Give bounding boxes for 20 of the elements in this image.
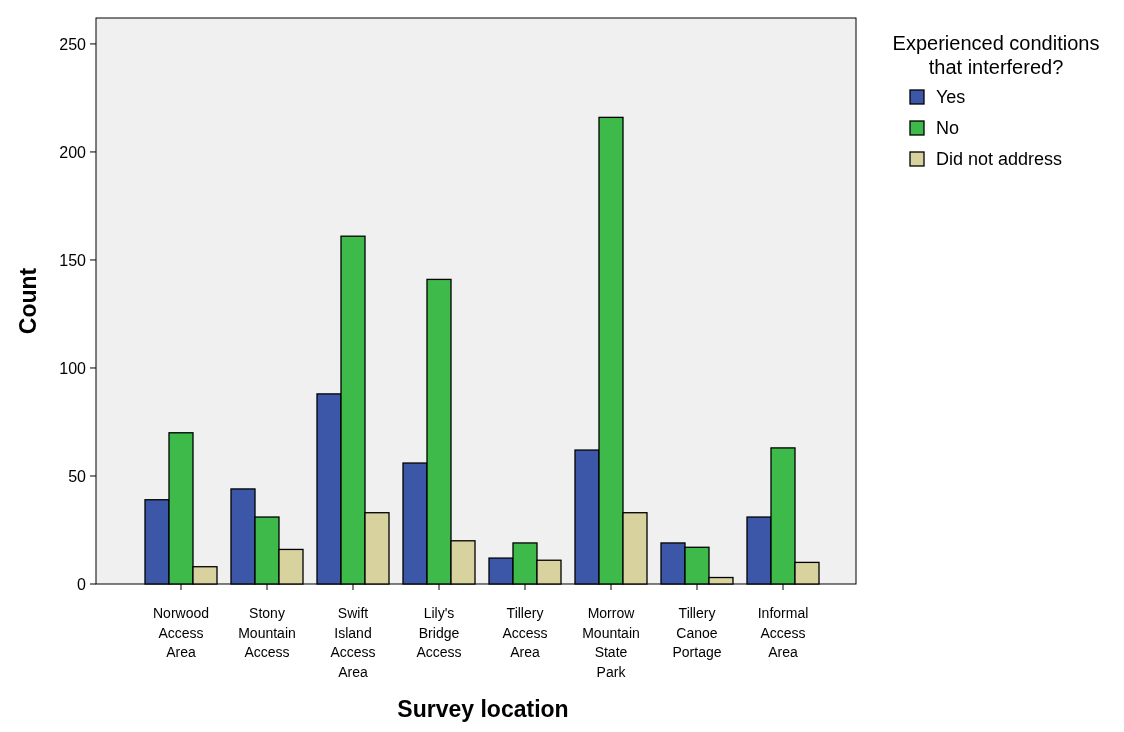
- y-tick-label: 150: [59, 251, 87, 269]
- x-tick-label: Tillery Canoe Portage: [672, 605, 722, 660]
- legend-title: Experienced conditions that interfered?: [892, 32, 1100, 78]
- x-axis-title: Survey location: [397, 696, 569, 723]
- y-tick-label: 200: [59, 143, 87, 161]
- y-tick-label: 0: [77, 575, 87, 593]
- x-tick-label: Lily's Bridge Access: [416, 605, 462, 660]
- y-tick-label: 250: [59, 35, 87, 53]
- x-tick-label: Swift Island Access Area: [330, 605, 376, 680]
- x-tick-label: Tillery Access Area: [502, 605, 548, 660]
- x-tick-label: Stony Mountain Access: [238, 605, 296, 660]
- x-tick-label: Norwood Access Area: [152, 605, 210, 660]
- y-tick-label: 100: [59, 359, 87, 377]
- x-tick-label: Informal Access Area: [757, 605, 809, 660]
- legend-label: No: [936, 118, 960, 139]
- y-axis-title: Count: [15, 267, 41, 335]
- y-tick-label: 50: [68, 467, 87, 485]
- x-tick-label: Morrow Mountain State Park: [582, 605, 640, 680]
- legend-label: Did not address: [936, 149, 1063, 170]
- legend-label: Yes: [936, 87, 966, 108]
